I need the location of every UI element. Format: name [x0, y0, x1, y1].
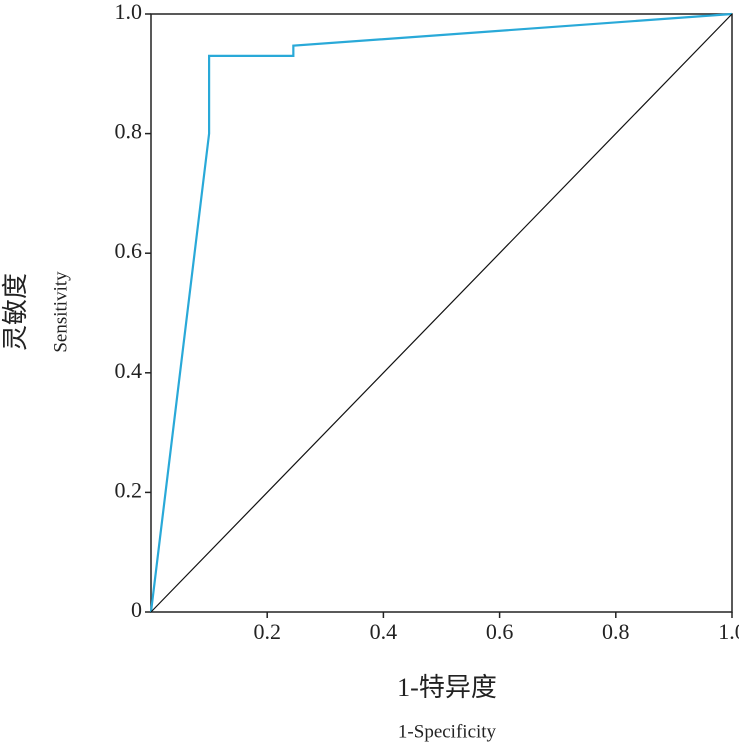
y-tick-label: 0.4 — [115, 358, 143, 383]
y-tick-label: 0.8 — [115, 119, 143, 144]
y-tick-label: 0.2 — [115, 477, 143, 502]
x-tick-label: 0.6 — [486, 619, 514, 644]
y-axis-subtitle: Sensitivity — [50, 271, 71, 353]
x-axis-title: 1-特异度 — [397, 673, 497, 702]
roc-curve — [149, 12, 733, 613]
x-tick-label: 0.8 — [602, 619, 630, 644]
reference-line — [150, 13, 733, 613]
x-axis-subtitle: 1-Specificity — [398, 721, 497, 742]
y-axis-title: 灵敏度 — [1, 273, 30, 351]
x-tick-label: 0.4 — [370, 619, 398, 644]
y-tick-label: 0 — [131, 597, 142, 622]
x-tick-label: 1.0 — [718, 619, 739, 644]
plot-frame — [150, 13, 733, 613]
x-tick-label: 0.2 — [253, 619, 281, 644]
y-tick-label: 1.0 — [115, 0, 143, 24]
y-tick-label: 0.6 — [115, 238, 143, 263]
